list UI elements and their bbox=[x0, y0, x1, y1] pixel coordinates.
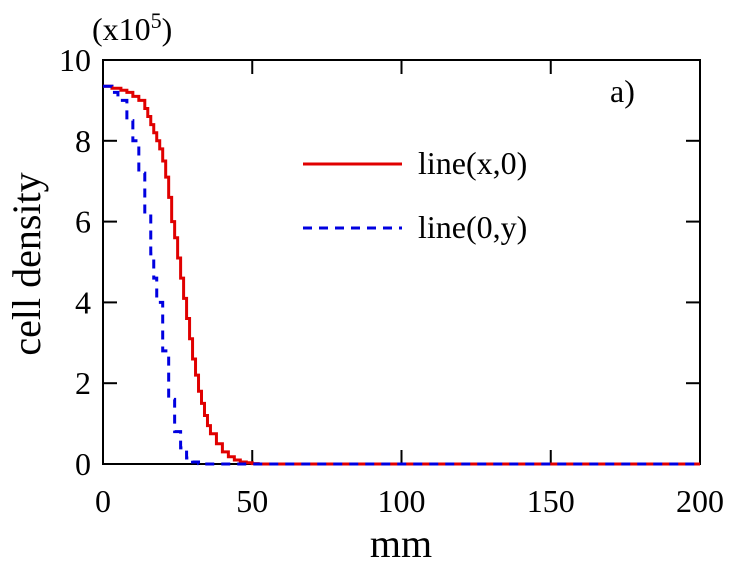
x-tick-label: 0 bbox=[95, 483, 111, 519]
series-line-0 bbox=[103, 84, 700, 466]
y-axis-title: cell density bbox=[4, 172, 49, 355]
y-tick-label: 6 bbox=[75, 204, 91, 240]
x-tick-label: 50 bbox=[236, 483, 268, 519]
plot-frame bbox=[102, 59, 701, 465]
y-tick-label: 10 bbox=[59, 42, 91, 78]
y-tick-label: 0 bbox=[75, 446, 91, 482]
legend-label-line-x0: line(x,0) bbox=[418, 145, 527, 181]
y-tick-label: 8 bbox=[75, 123, 91, 159]
x-tick-label: 200 bbox=[676, 483, 724, 519]
axis-ticks bbox=[102, 59, 701, 465]
x-tick-label: 150 bbox=[527, 483, 575, 519]
series-line-1 bbox=[103, 84, 700, 466]
series-group bbox=[103, 84, 700, 466]
y-tick-label: 2 bbox=[75, 365, 91, 401]
legend-label-line-0y: line(0,y) bbox=[418, 209, 527, 245]
x-axis-title: mm bbox=[370, 521, 432, 563]
panel-label: a) bbox=[610, 73, 635, 109]
tick-labels: 0 50 100 150 200 0 2 4 6 8 10 bbox=[59, 42, 724, 519]
x-tick-label: 100 bbox=[378, 483, 426, 519]
y-multiplier-label: (x105) bbox=[92, 8, 172, 47]
y-tick-label: 4 bbox=[75, 284, 91, 320]
legend: line(x,0) line(0,y) bbox=[303, 145, 527, 245]
